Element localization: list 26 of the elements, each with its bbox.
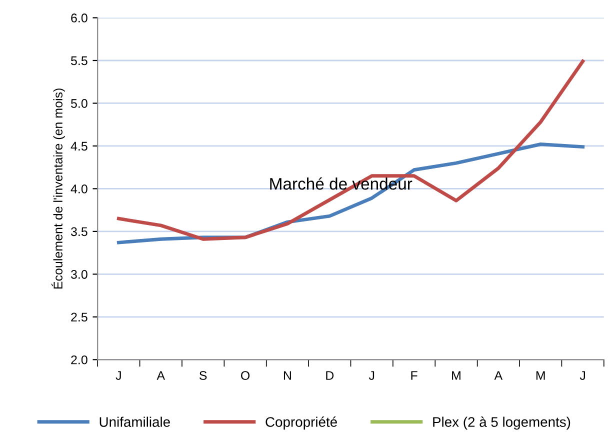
y-tick-label: 4.5 xyxy=(70,142,88,151)
y-tick-label: 5.0 xyxy=(71,99,88,108)
y-tick-label: 3.0 xyxy=(70,270,88,279)
y-tick-label: 2.0 xyxy=(71,355,88,364)
x-tick-label: D xyxy=(326,371,334,380)
x-tick-label: M xyxy=(536,371,545,380)
y-tick-label: 3.5 xyxy=(70,227,88,236)
x-tick-label: J xyxy=(368,371,374,380)
legend-label: Unifamiliale xyxy=(100,416,170,427)
x-tick-label: A xyxy=(156,371,166,380)
y-axis-title: Écoulement de l'inventaire (en mois) xyxy=(52,88,65,289)
x-tick-label: A xyxy=(494,371,503,380)
legend-label: Plex (2 à 5 logements) xyxy=(433,416,570,430)
x-tick-label: J xyxy=(580,371,585,380)
x-tick-label: S xyxy=(199,371,207,380)
y-tick-label: 6.0 xyxy=(71,14,88,22)
y-tick-label: 2.5 xyxy=(71,312,88,322)
x-tick-label: O xyxy=(241,371,250,380)
x-tick-label: F xyxy=(411,371,418,380)
legend-label: Copropriété xyxy=(266,416,337,430)
y-tick-label: 5.5 xyxy=(71,56,88,66)
x-tick-label: N xyxy=(284,371,291,380)
x-tick-label: J xyxy=(116,371,121,380)
line-series xyxy=(116,60,585,241)
y-tick-label: 4.0 xyxy=(70,184,88,194)
x-tick-label: M xyxy=(452,371,460,380)
